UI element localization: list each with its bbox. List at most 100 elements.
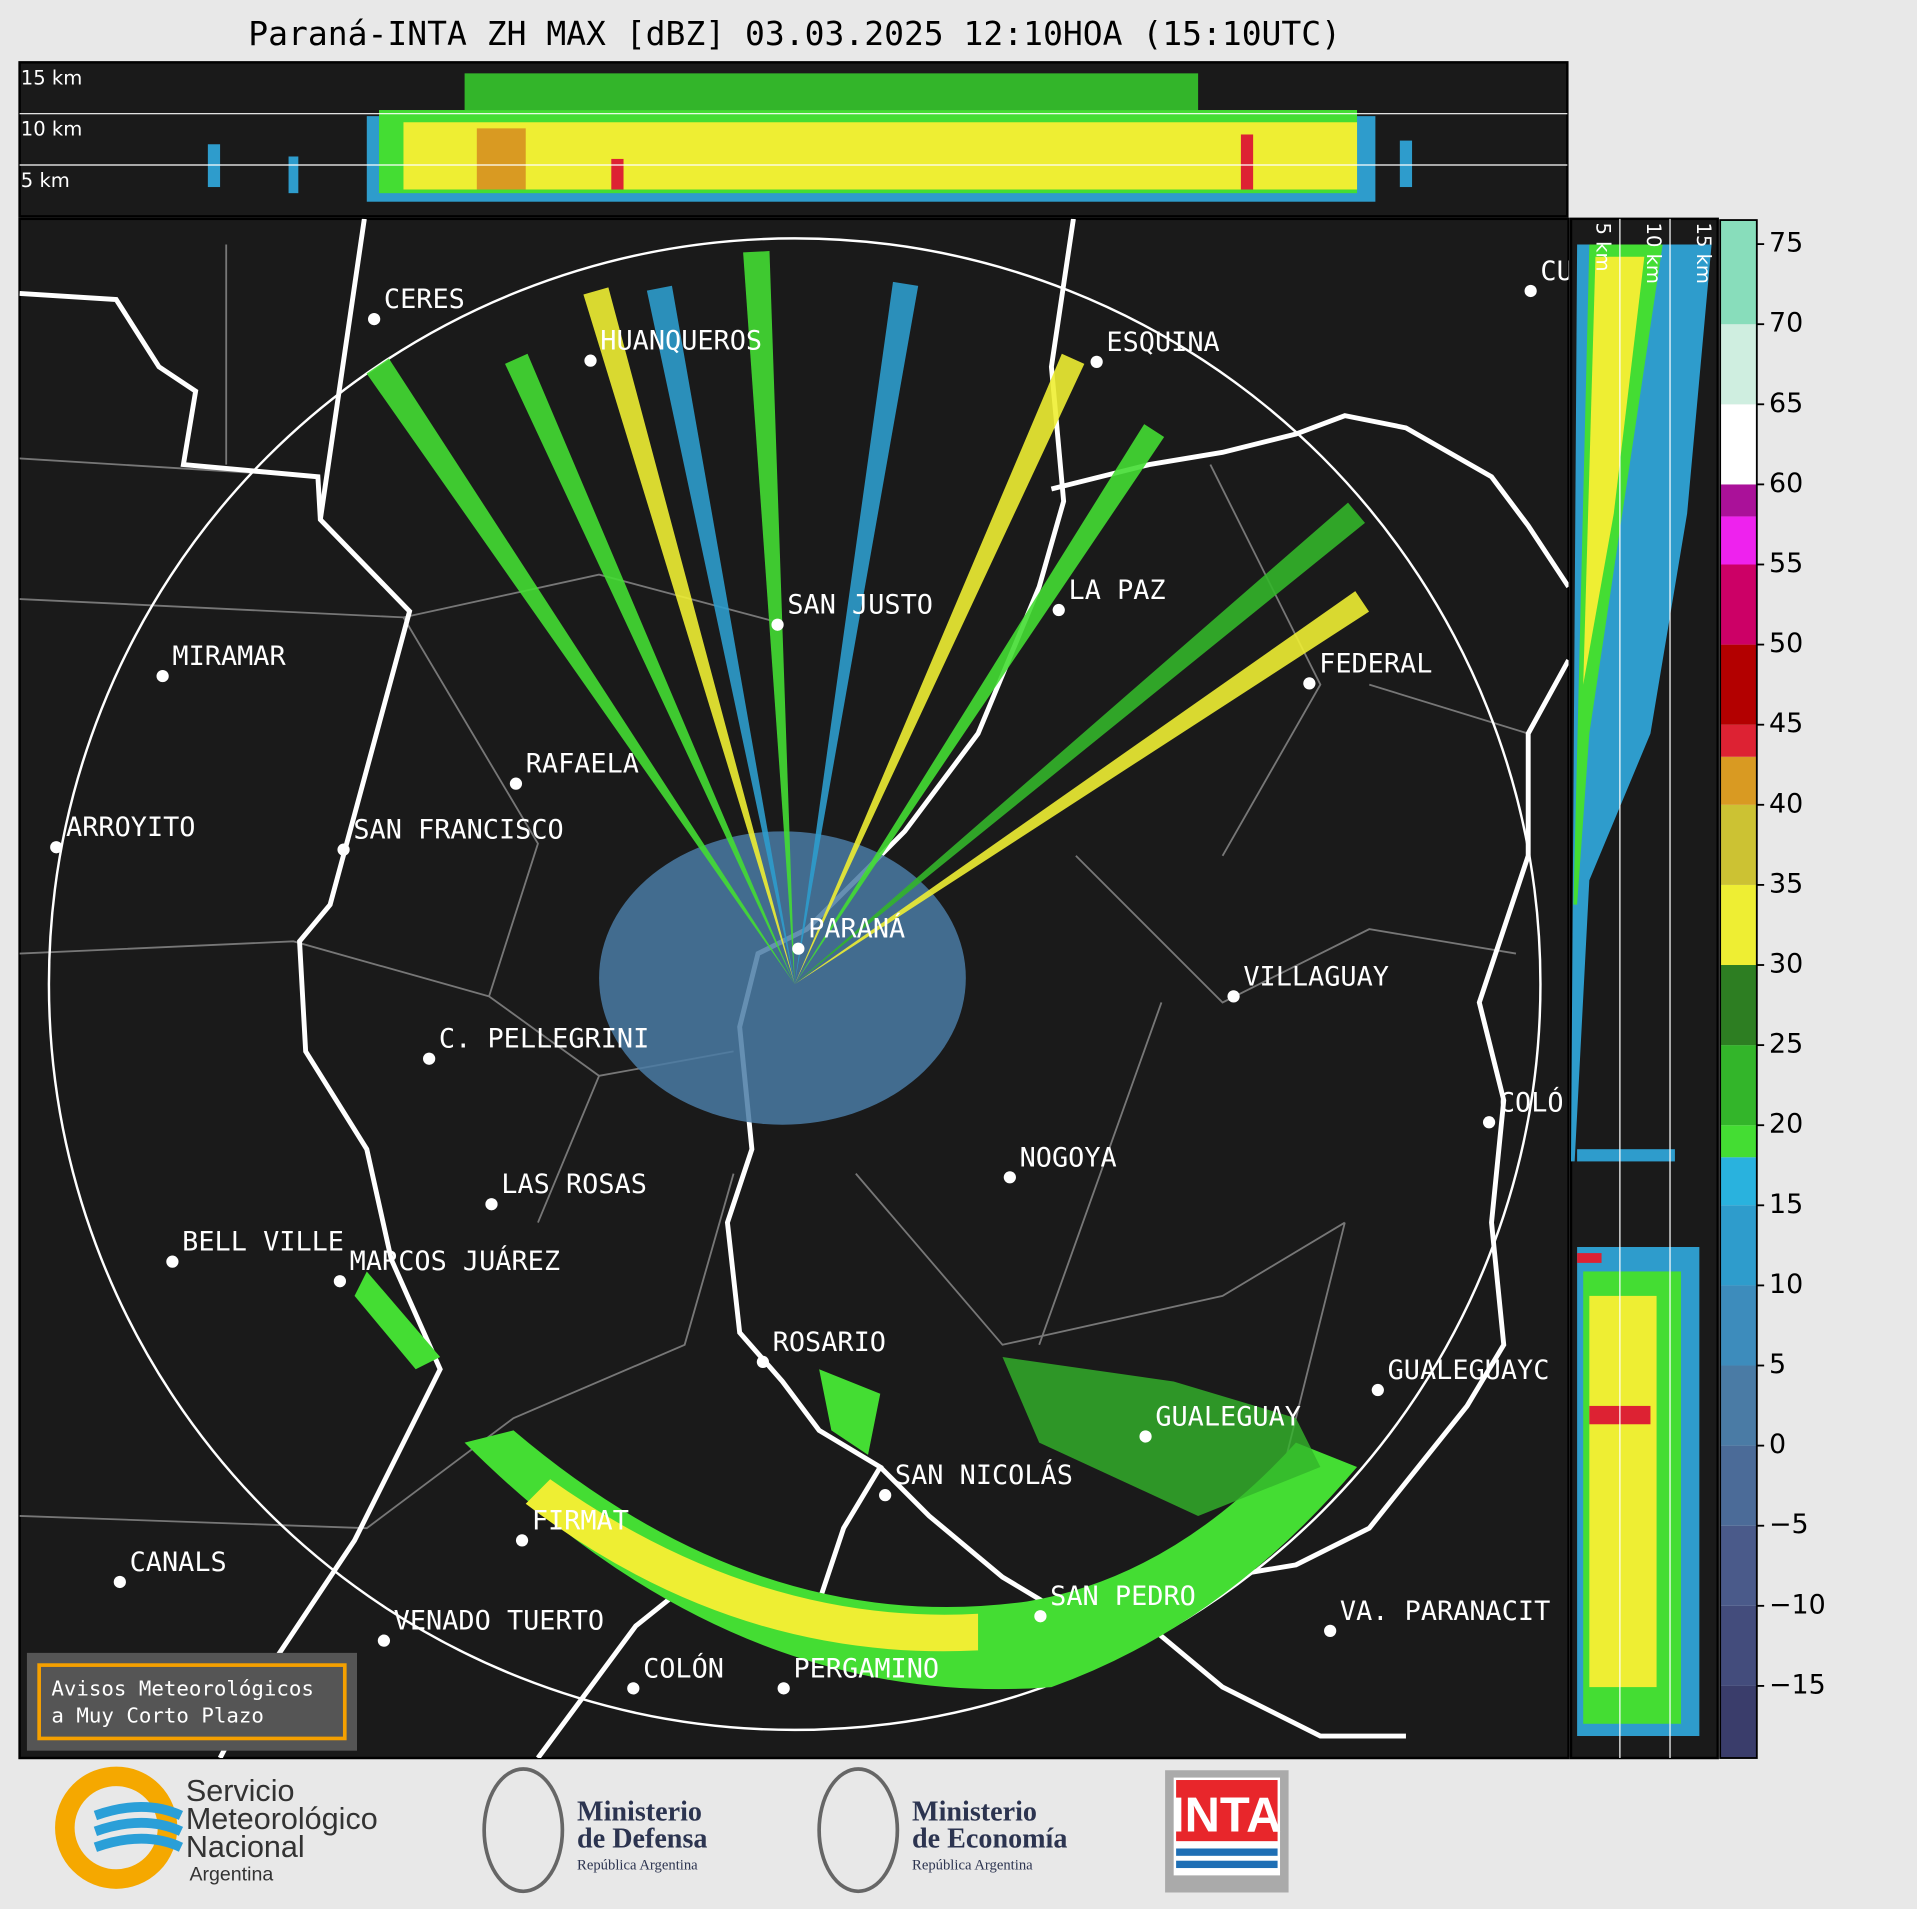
city-dot	[337, 843, 350, 856]
height-label: 15 km	[1692, 223, 1715, 284]
city-label: GUALEGUAY	[1155, 1401, 1301, 1432]
colorbar-tick-label: 65	[1769, 388, 1803, 419]
notice-text: a Muy Corto Plazo	[51, 1704, 264, 1728]
city-label: COLÓN	[643, 1652, 724, 1684]
city-dot	[1524, 284, 1537, 298]
city-label: FEDERAL	[1319, 648, 1432, 679]
colorbar-band	[1720, 1365, 1757, 1446]
colorbar-band	[1720, 1685, 1757, 1759]
city-dot	[333, 1275, 347, 1288]
colorbar-tick-label: 40	[1769, 788, 1803, 819]
city-label: SAN PEDRO	[1050, 1581, 1196, 1612]
city-dot	[377, 1634, 391, 1647]
radar-ray	[743, 251, 795, 985]
city-dot	[50, 841, 63, 854]
logo-text: Ministerio	[912, 1796, 1037, 1827]
city-label: LA PAZ	[1069, 575, 1166, 606]
city-label: MIRAMAR	[172, 641, 286, 672]
colorbar-frame	[1719, 219, 1758, 1759]
notice-box	[26, 1652, 358, 1751]
city-label: FIRMAT	[532, 1505, 629, 1536]
city-dot	[777, 1682, 790, 1695]
logo-text: Argentina	[190, 1863, 274, 1885]
height-label: 5 km	[21, 169, 70, 192]
colorbar-band	[1720, 516, 1757, 565]
city-label: CU	[1540, 256, 1572, 287]
colorbar-band	[1720, 484, 1757, 517]
colorbar-tick-label: 20	[1769, 1109, 1803, 1140]
colorbar-band	[1720, 564, 1757, 645]
city-dot	[423, 1052, 436, 1065]
height-label: 10 km	[21, 118, 82, 141]
city-label: CANALS	[130, 1547, 227, 1578]
city-dot	[756, 1355, 770, 1369]
logo-text: INTA	[1171, 1788, 1281, 1842]
economia-logo: Ministerio de Economía República Argenti…	[817, 1767, 1067, 1894]
colorbar-band	[1720, 965, 1757, 1046]
colorbar-tick-label: 70	[1769, 308, 1803, 339]
city-label: VA. PARANACIT	[1340, 1596, 1550, 1627]
city-dot	[509, 777, 523, 790]
city-dot	[771, 618, 784, 631]
logo-text: Ministerio	[577, 1796, 702, 1827]
city-label: VENADO TUERTO	[394, 1606, 604, 1637]
city-label: COLÓ	[1499, 1086, 1564, 1118]
radar-ray	[583, 287, 795, 985]
colorbar-tick-label: 75	[1769, 228, 1803, 259]
smn-logo: Servicio Meteorológico Nacional Argentin…	[55, 1766, 378, 1889]
colorbar-tick-label: −5	[1769, 1509, 1809, 1540]
height-label: 5 km	[1592, 223, 1615, 272]
colorbar-tick-label: −15	[1769, 1669, 1826, 1700]
logo-text: República Argentina	[912, 1857, 1033, 1873]
city-label: PARANÁ	[808, 913, 905, 945]
city-dot	[879, 1489, 892, 1502]
colorbar-tick-label: 30	[1769, 949, 1803, 980]
radar-ray	[794, 281, 919, 985]
city-dot	[1139, 1430, 1152, 1443]
city-label: PERGAMINO	[793, 1653, 939, 1684]
range-ring	[47, 237, 1542, 1732]
colorbar-tick-label: 35	[1769, 868, 1803, 899]
colorbar-tick-label: 55	[1769, 548, 1803, 579]
city-dot	[1371, 1383, 1384, 1397]
colorbar-tick-label: 15	[1769, 1189, 1803, 1220]
colorbar-band	[1720, 1445, 1757, 1526]
colorbar-tick-label: 25	[1769, 1029, 1803, 1060]
city-label: HUANQUEROS	[600, 326, 762, 357]
logo-text: de Economía	[912, 1823, 1067, 1854]
colorbar-band	[1720, 724, 1757, 757]
colorbar-band	[1720, 1205, 1757, 1286]
notice-frame	[37, 1663, 347, 1741]
title: Paraná-INTA ZH MAX [dBZ] 03.03.2025 12:1…	[248, 14, 1341, 53]
colorbar-band	[1720, 324, 1757, 405]
notice-text: Avisos Meteorológicos	[51, 1677, 314, 1701]
city-label: SAN NICOLÁS	[895, 1459, 1073, 1491]
colorbar-tick-label: −10	[1769, 1589, 1826, 1620]
city-dot	[515, 1534, 529, 1547]
city-dot	[1324, 1624, 1337, 1637]
city-label: ARROYITO	[66, 812, 195, 843]
radar-echoes	[354, 251, 1370, 1690]
city-label: MARCOS JUÁREZ	[350, 1245, 560, 1277]
colorbar-band	[1720, 220, 1757, 325]
city-label: C. PELLEGRINI	[439, 1024, 649, 1055]
colorbar-band	[1720, 1157, 1757, 1206]
side-echoes	[1570, 244, 1712, 1737]
colorbar-band	[1720, 1045, 1757, 1126]
city-dot	[485, 1198, 498, 1211]
colorbar-tick-label: 5	[1769, 1349, 1786, 1380]
city-dot	[166, 1255, 179, 1268]
logo-text: de Defensa	[577, 1823, 707, 1854]
city-dot	[113, 1575, 126, 1589]
radar-ray	[794, 502, 1365, 985]
defensa-logo: Ministerio de Defensa República Argentin…	[482, 1767, 707, 1894]
city-label: ESQUINA	[1106, 327, 1219, 358]
height-label: 10 km	[1642, 223, 1665, 284]
city-dot	[368, 312, 381, 326]
radar-ray	[794, 353, 1085, 985]
colorbar-band	[1720, 1285, 1757, 1366]
inta-logo: INTA	[1165, 1770, 1289, 1893]
colorbar-tick-label: 60	[1769, 468, 1803, 499]
